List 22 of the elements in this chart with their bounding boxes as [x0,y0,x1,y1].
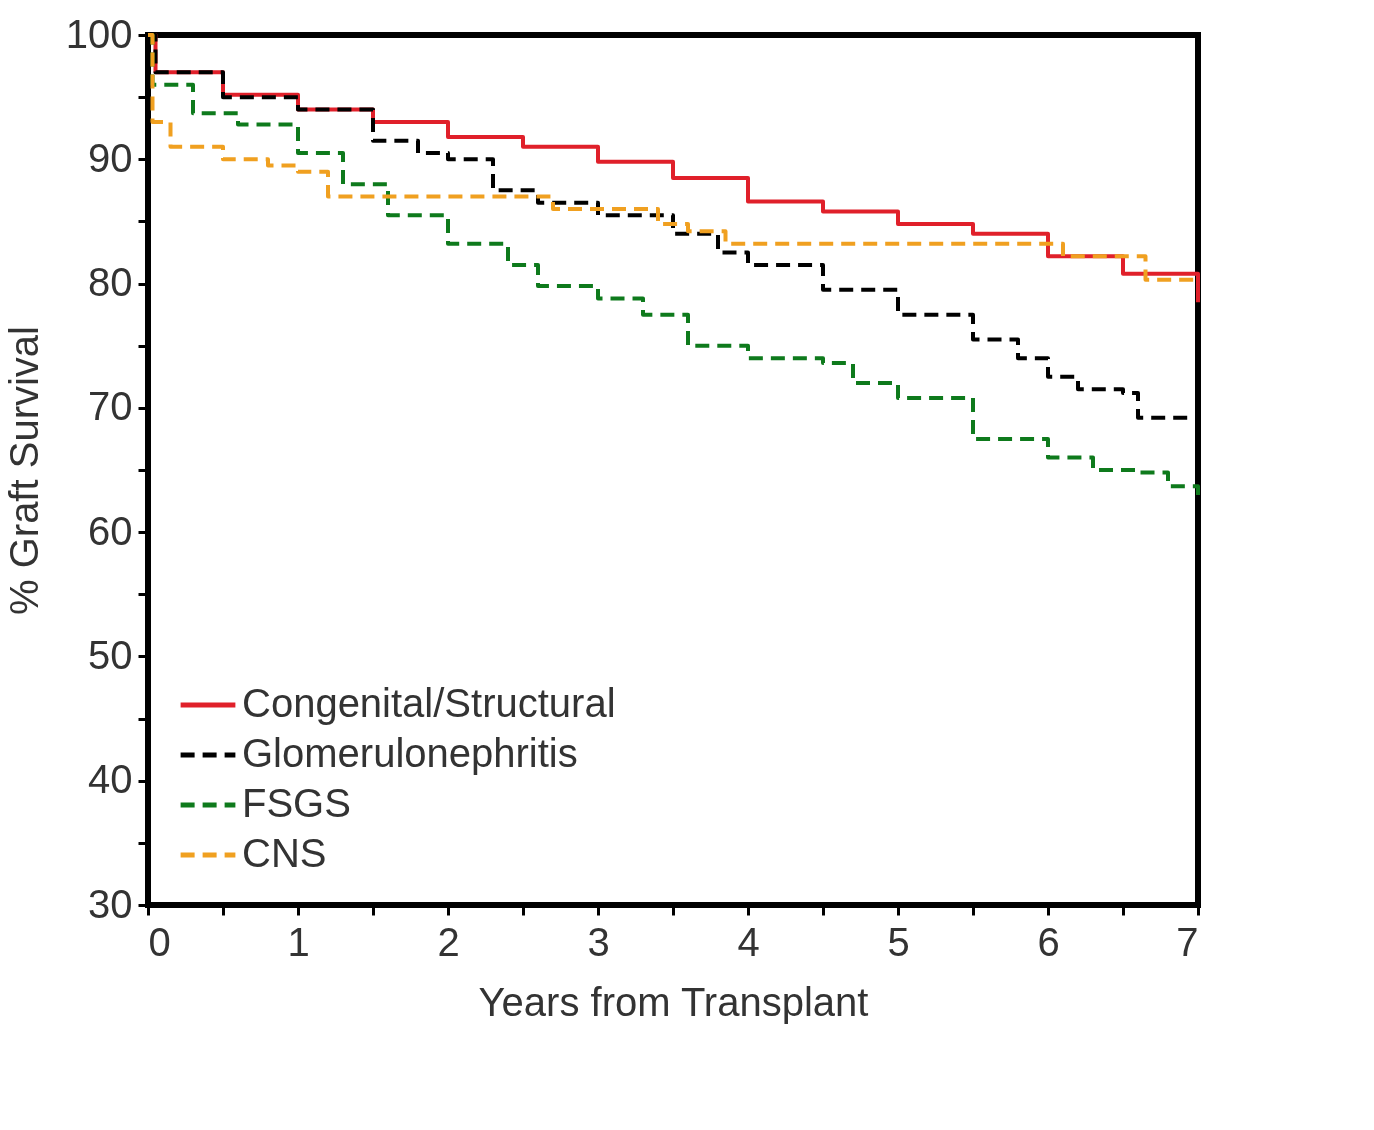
y-tick-label: 80 [88,260,133,305]
y-tick-label: 30 [88,881,133,926]
x-axis-title: Years from Transplant [478,979,869,1024]
x-tick-label: 4 [737,919,760,964]
x-tick-label: 5 [887,919,910,964]
x-tick-label: 2 [437,919,460,964]
y-tick-label: 70 [88,384,133,429]
x-tick-label: 3 [587,919,610,964]
legend-label: CNS [242,831,327,875]
y-tick-label: 40 [88,757,133,802]
x-tick-label: 1 [287,919,310,964]
y-tick-label: 90 [88,135,133,180]
x-tick-label: 0 [148,919,171,964]
legend-label: Glomerulonephritis [242,731,578,775]
legend-label: Congenital/Structural [242,681,616,725]
y-tick-label: 50 [88,632,133,677]
y-tick-label: 60 [88,508,133,553]
x-tick-label: 7 [1176,919,1199,964]
y-axis-title: % Graft Survival [1,326,46,615]
y-tick-label: 100 [65,11,133,56]
legend-label: FSGS [242,781,351,825]
x-tick-label: 6 [1037,919,1060,964]
